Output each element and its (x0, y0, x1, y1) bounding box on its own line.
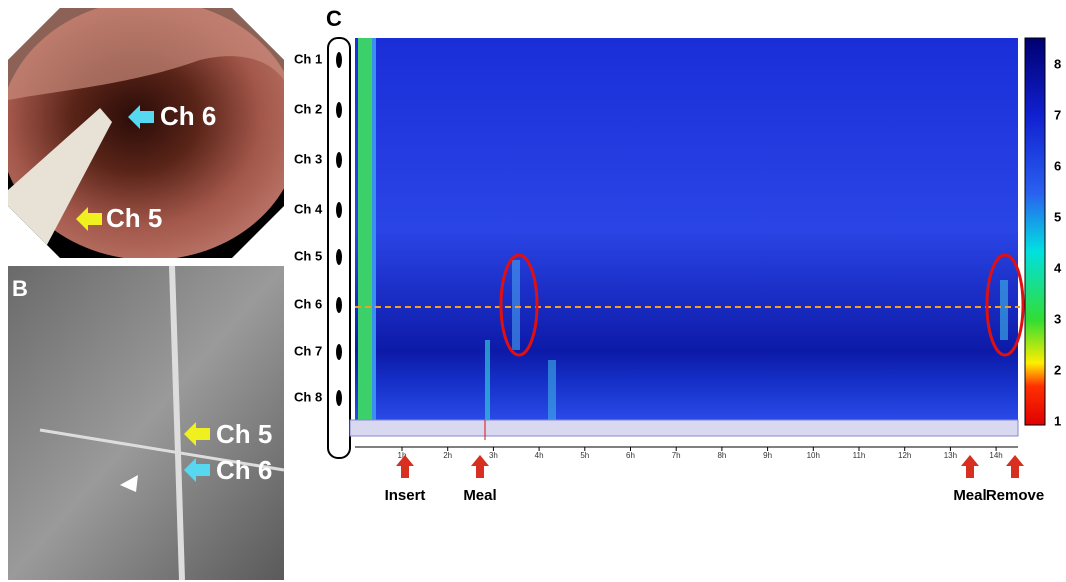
electrode (336, 390, 342, 406)
channel-label: Ch 8 (294, 389, 322, 404)
time-tick-label: 7h (672, 451, 681, 460)
time-tick-label: 3h (489, 451, 498, 460)
time-tick-label: 12h (898, 451, 911, 460)
time-tick-label: 11h (853, 451, 866, 460)
colorbar-tick-label: 6 (1054, 158, 1061, 173)
electrode (336, 249, 342, 265)
electrode (336, 297, 342, 313)
channel-label: Ch 1 (294, 51, 322, 66)
colorbar-tick-label: 3 (1054, 311, 1061, 326)
arrow-icon (76, 207, 102, 231)
electrode (336, 344, 342, 360)
event-arrow (471, 455, 489, 478)
channel-label: Ch 4 (294, 201, 323, 216)
time-tick-label: 2h (443, 451, 452, 460)
event-label: Insert (385, 487, 426, 504)
annotation: Ch 5 (216, 419, 272, 449)
time-tick-label: 1h (398, 451, 407, 460)
arrow-icon (184, 422, 210, 446)
annotation: Ch 6 (160, 101, 216, 131)
event-arrow (396, 455, 414, 478)
colorbar-tick-label: 1 (1054, 413, 1061, 428)
channel-label: Ch 5 (294, 248, 322, 263)
time-tick-label: 10h (807, 451, 820, 460)
panel-a (8, 8, 284, 258)
time-tick-label: 5h (580, 451, 589, 460)
channel-label: Ch 3 (294, 151, 322, 166)
event-label: Meal (953, 487, 986, 504)
electrode (336, 202, 342, 218)
panel-c (327, 37, 1046, 459)
electrode (336, 102, 342, 118)
arrow-icon (184, 458, 210, 482)
colorbar-tick-label: 5 (1054, 209, 1061, 224)
event-label: Meal (463, 487, 496, 504)
panel-label: C (326, 6, 342, 31)
panel-label: A (12, 14, 28, 39)
event-label: Remove (986, 487, 1044, 504)
colorbar-tick-label: 7 (1054, 107, 1061, 122)
panel-label: B (12, 276, 28, 301)
colorbar-tick-label: 8 (1054, 56, 1061, 71)
event-arrow (961, 455, 979, 478)
panel-b (8, 265, 285, 581)
arrow-icon (128, 105, 154, 129)
channel-label: Ch 7 (294, 343, 322, 358)
colorbar-tick-label: 2 (1054, 362, 1061, 377)
event-arrow (1006, 455, 1024, 478)
annotation: Ch 6 (216, 455, 272, 485)
electrode (336, 152, 342, 168)
annotation: Ch 5 (106, 203, 162, 233)
colorbar-tick-label: 4 (1054, 260, 1062, 275)
channel-label: Ch 2 (294, 101, 322, 116)
time-tick-label: 14h (989, 451, 1002, 460)
time-tick-label: 13h (944, 451, 957, 460)
time-tick-label: 4h (535, 451, 544, 460)
electrode (336, 52, 342, 68)
time-tick-label: 6h (626, 451, 635, 460)
time-tick-label: 8h (717, 451, 726, 460)
time-tick-label: 9h (763, 451, 772, 460)
channel-label: Ch 6 (294, 296, 322, 311)
